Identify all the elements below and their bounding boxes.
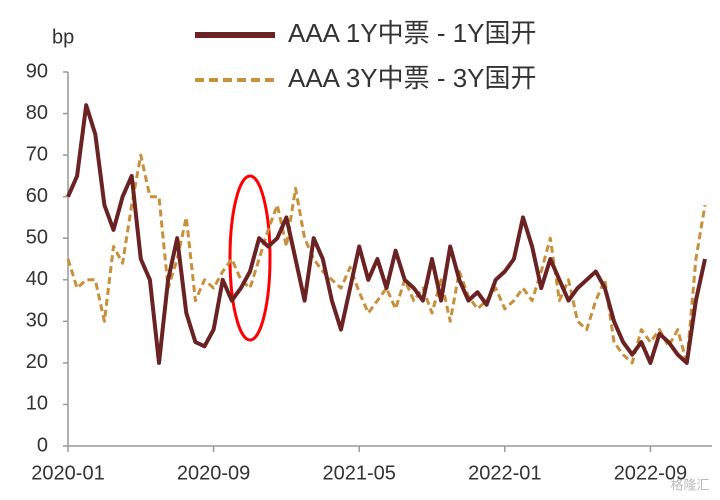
legend-label: AAA 3Y中票 - 3Y国开: [288, 63, 537, 93]
y-tick-label: 0: [37, 434, 48, 456]
x-tick-label: 2022-01: [468, 462, 541, 484]
watermark: 格隆汇: [670, 477, 709, 492]
x-tick-label: 2020-09: [177, 462, 250, 484]
y-tick-label: 80: [26, 102, 48, 124]
highlight-ellipse: [228, 174, 272, 342]
y-tick-label: 90: [26, 60, 48, 82]
y-tick-label: 50: [26, 227, 48, 249]
y-tick-label: 40: [26, 268, 48, 290]
y-tick-label: 30: [26, 310, 48, 332]
y-axis-label: bp: [52, 26, 74, 48]
legend-label: AAA 1Y中票 - 1Y国开: [288, 18, 537, 48]
x-tick-label: 2020-01: [31, 462, 104, 484]
x-tick-label: 2021-05: [322, 462, 395, 484]
x-tick-label: 2022-09: [614, 462, 687, 484]
y-tick-label: 10: [26, 393, 48, 415]
series-line: [66, 103, 707, 365]
series-line: [66, 153, 707, 365]
y-tick-label: 20: [26, 351, 48, 373]
y-tick-label: 60: [26, 185, 48, 207]
y-tick-label: 70: [26, 143, 48, 165]
